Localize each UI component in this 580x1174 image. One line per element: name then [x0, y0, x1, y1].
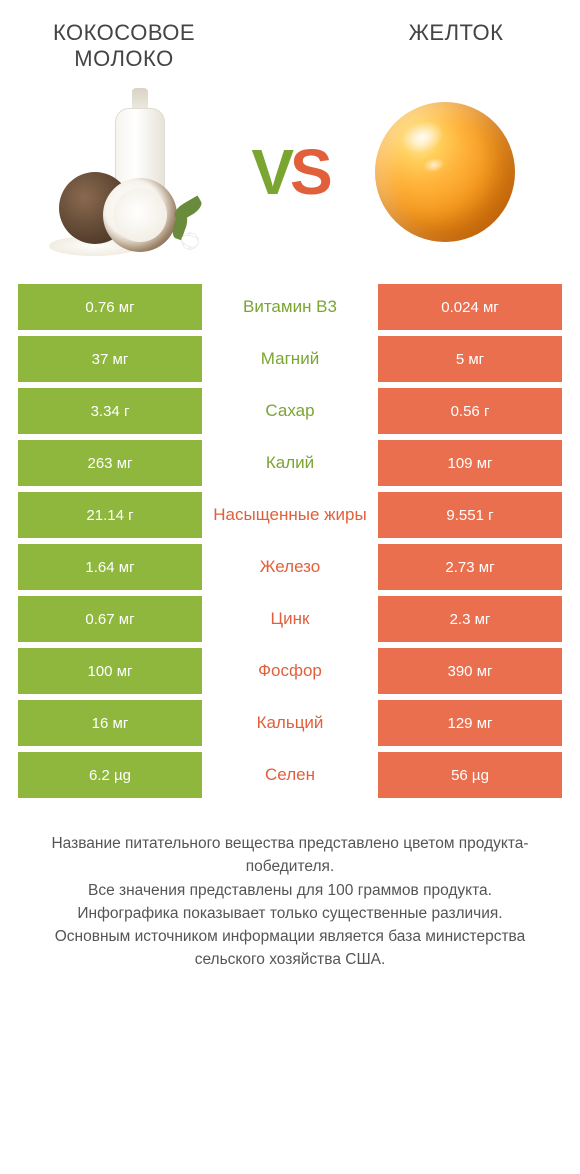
- footer-notes: Название питательного вещества представл…: [18, 832, 562, 972]
- left-product-image: [18, 82, 251, 262]
- nutrient-name-cell: Цинк: [202, 596, 378, 642]
- table-row: 6.2 µgСелен56 µg: [18, 752, 562, 798]
- left-value-cell: 1.64 мг: [18, 544, 202, 590]
- footer-line: Все значения представлены для 100 граммо…: [24, 879, 556, 902]
- nutrient-name-cell: Сахар: [202, 388, 378, 434]
- vs-s: S: [290, 135, 329, 209]
- vs-label: VS: [251, 135, 328, 209]
- right-value-cell: 2.3 мг: [378, 596, 562, 642]
- left-value-cell: 37 мг: [18, 336, 202, 382]
- left-value-cell: 0.76 мг: [18, 284, 202, 330]
- right-value-cell: 390 мг: [378, 648, 562, 694]
- nutrient-name-cell: Кальций: [202, 700, 378, 746]
- nutrient-name-cell: Селен: [202, 752, 378, 798]
- hero-row: VS: [18, 82, 562, 262]
- left-value-cell: 100 мг: [18, 648, 202, 694]
- nutrient-name-cell: Фосфор: [202, 648, 378, 694]
- left-value-cell: 263 мг: [18, 440, 202, 486]
- right-value-cell: 56 µg: [378, 752, 562, 798]
- left-value-cell: 16 мг: [18, 700, 202, 746]
- table-row: 16 мгКальций129 мг: [18, 700, 562, 746]
- egg-yolk-icon: [375, 102, 515, 242]
- right-product-title: Желток: [350, 20, 562, 46]
- nutrient-name-cell: Железо: [202, 544, 378, 590]
- right-value-cell: 129 мг: [378, 700, 562, 746]
- table-row: 37 мгМагний5 мг: [18, 336, 562, 382]
- table-row: 21.14 гНасыщенные жиры9.551 г: [18, 492, 562, 538]
- nutrient-name-cell: Калий: [202, 440, 378, 486]
- right-value-cell: 0.56 г: [378, 388, 562, 434]
- nutrient-name-cell: Витамин B3: [202, 284, 378, 330]
- left-value-cell: 0.67 мг: [18, 596, 202, 642]
- infographic-container: Кокосовое молоко Желток VS: [0, 0, 580, 1002]
- left-product-title: Кокосовое молоко: [18, 20, 230, 72]
- footer-line: Название питательного вещества представл…: [24, 832, 556, 879]
- table-row: 0.76 мгВитамин B30.024 мг: [18, 284, 562, 330]
- table-row: 0.67 мгЦинк2.3 мг: [18, 596, 562, 642]
- left-value-cell: 6.2 µg: [18, 752, 202, 798]
- nutrient-name-cell: Магний: [202, 336, 378, 382]
- right-value-cell: 0.024 мг: [378, 284, 562, 330]
- right-value-cell: 9.551 г: [378, 492, 562, 538]
- right-product-image: [329, 102, 562, 242]
- nutrient-name-cell: Насыщенные жиры: [202, 492, 378, 538]
- right-value-cell: 109 мг: [378, 440, 562, 486]
- right-value-cell: 2.73 мг: [378, 544, 562, 590]
- header: Кокосовое молоко Желток: [18, 20, 562, 72]
- table-row: 100 мгФосфор390 мг: [18, 648, 562, 694]
- table-row: 3.34 гСахар0.56 г: [18, 388, 562, 434]
- table-row: 263 мгКалий109 мг: [18, 440, 562, 486]
- left-value-cell: 3.34 г: [18, 388, 202, 434]
- vs-v: V: [251, 135, 290, 209]
- right-value-cell: 5 мг: [378, 336, 562, 382]
- left-value-cell: 21.14 г: [18, 492, 202, 538]
- coconut-milk-icon: [45, 82, 225, 262]
- footer-line: Инфографика показывает только существенн…: [24, 902, 556, 925]
- table-row: 1.64 мгЖелезо2.73 мг: [18, 544, 562, 590]
- comparison-table: 0.76 мгВитамин B30.024 мг 37 мгМагний5 мг…: [18, 284, 562, 798]
- footer-line: Основным источником информации является …: [24, 925, 556, 972]
